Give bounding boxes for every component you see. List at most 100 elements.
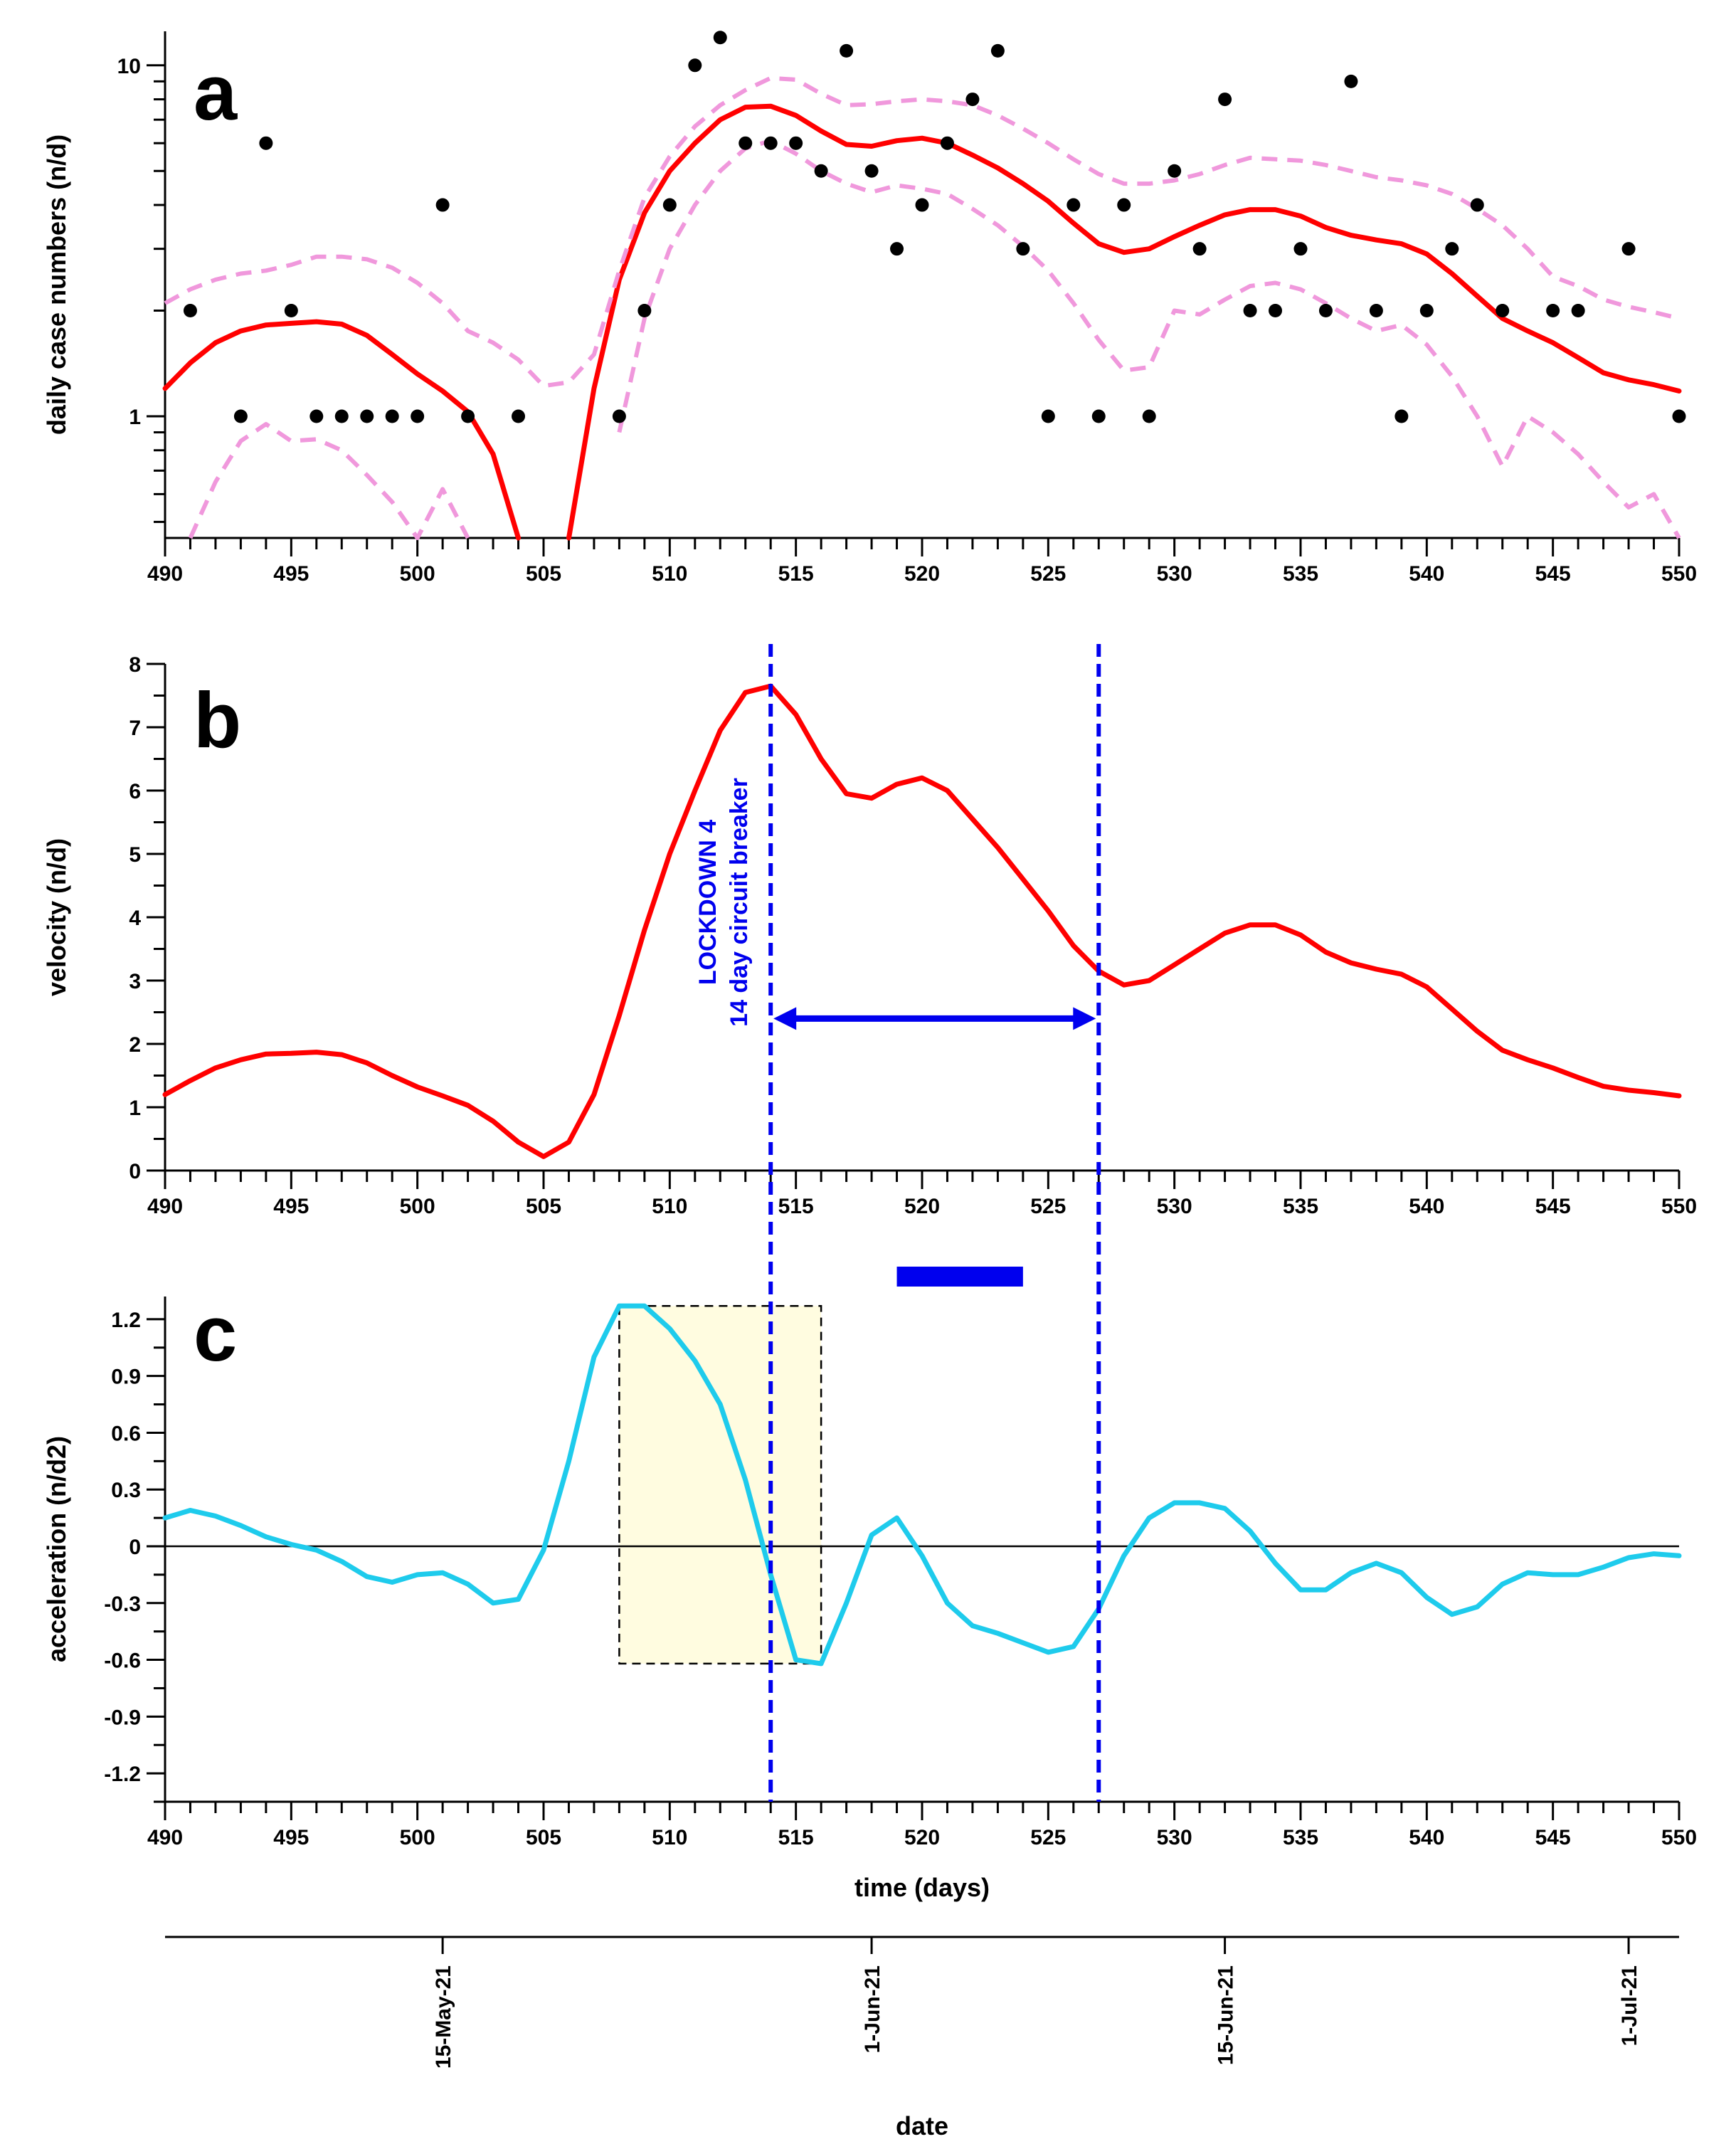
date-axis-tick-label: 15-May-21 xyxy=(432,1965,455,2069)
panel-a-data-point xyxy=(1243,304,1257,318)
panel-c-y-tick-label: -0.9 xyxy=(104,1706,141,1729)
panel-c-x-tick-label: 495 xyxy=(273,1826,309,1849)
panel-c-x-tick-label: 550 xyxy=(1661,1826,1697,1849)
panel-c-y-tick-label: 0.3 xyxy=(111,1479,141,1502)
panel-a-series-lower-bound xyxy=(188,138,1681,540)
panel-b-duration-arrow-right-head xyxy=(1073,1007,1096,1030)
panel-a-series-smoothed xyxy=(162,103,1682,541)
panel-a-data-point xyxy=(940,136,954,150)
panel-a-data-point xyxy=(1192,242,1207,256)
panel-a-data-point xyxy=(1142,409,1156,423)
panel-b-y-tick-label: 4 xyxy=(129,907,141,930)
panel-a-y-axis-label: daily case numbers (n/d) xyxy=(42,134,71,435)
panel-a-data-point xyxy=(334,409,349,423)
panel-a-data-point xyxy=(435,198,450,212)
panel-c-x-tick-label: 545 xyxy=(1535,1826,1571,1849)
panel-a-x-tick-label: 505 xyxy=(526,562,561,586)
panel-c-series-acceleration xyxy=(162,1303,1682,1667)
panel-a-x-tick-label: 500 xyxy=(400,562,435,586)
panel-a-data-point xyxy=(411,409,425,423)
panel-c-x-tick-label: 505 xyxy=(526,1826,561,1849)
panel-a-data-point xyxy=(1470,198,1484,212)
panel-a-data-point xyxy=(739,136,753,150)
panel-a-data-point xyxy=(284,304,298,318)
date-axis-tick-label: 1-Jun-21 xyxy=(861,1965,884,2053)
panel-a-data-point xyxy=(233,409,248,423)
panel-c-x-tick-label: 540 xyxy=(1409,1826,1444,1849)
panel-a-data-point xyxy=(1041,409,1055,423)
panel-b-x-tick-label: 505 xyxy=(526,1195,561,1218)
panel-a-data-point xyxy=(662,198,677,212)
panel-a-data-point xyxy=(1269,304,1283,318)
panel-b-chart: 0 1 2 3 4 5 6 7 8 490 495 500 505 510 515 520 525 530 535 5… xyxy=(42,653,1697,1218)
panel-a-series-upper-bound xyxy=(164,75,1680,389)
panel-a-data-point xyxy=(1419,304,1434,318)
panel-a-x-tick-label: 515 xyxy=(778,562,814,586)
panel-a-data-point xyxy=(1318,304,1333,318)
panel-c-y-tick-label: 1.2 xyxy=(111,1309,141,1332)
panel-a-data-point xyxy=(612,409,626,423)
panel-a-data-point xyxy=(1571,304,1585,318)
panel-b-x-tick-label: 490 xyxy=(147,1195,183,1218)
panel-a-x-tick-label: 535 xyxy=(1283,562,1318,586)
panel-c-y-tick-label: -1.2 xyxy=(104,1763,141,1786)
panel-b-y-tick-label: 8 xyxy=(129,653,141,677)
panel-c-y-tick-label: -0.3 xyxy=(104,1593,141,1616)
panel-a-data-point xyxy=(1168,164,1182,178)
panel-b-x-tick-label: 540 xyxy=(1409,1195,1444,1218)
panel-b-x-tick-label: 550 xyxy=(1661,1195,1697,1218)
panel-a-data-point xyxy=(259,136,273,150)
date-axis-tick-label: 15-Jun-21 xyxy=(1214,1965,1238,2065)
panel-b-series-velocity xyxy=(162,683,1682,1159)
panel-a-data-point xyxy=(461,409,475,423)
panel-b-label: b xyxy=(194,677,241,764)
panel-a-data-point xyxy=(814,164,828,178)
panel-a-data-point xyxy=(637,304,652,318)
panel-a-x-tick-label: 495 xyxy=(273,562,309,586)
panel-b-x-tick-label: 495 xyxy=(273,1195,309,1218)
panel-a-data-point xyxy=(1293,242,1308,256)
panel-b-y-tick-label: 3 xyxy=(129,970,141,993)
panel-b-y-tick-label: 2 xyxy=(129,1033,141,1057)
date-axis: 15-May-21 1-Jun-21 15-Jun-21 1-Jul-21 date xyxy=(165,1936,1679,2140)
panel-a-data-point xyxy=(890,242,904,256)
panel-a-data-point xyxy=(1445,242,1459,256)
lockdown-annotation-line2: 14 day circuit breaker xyxy=(726,778,753,1027)
panel-b-x-tick-label: 535 xyxy=(1283,1195,1318,1218)
panel-a-data-point xyxy=(713,31,727,45)
panel-a-data-point xyxy=(309,409,324,423)
panel-c-x-tick-label: 510 xyxy=(652,1826,687,1849)
panel-a-x-tick-label: 540 xyxy=(1409,562,1444,586)
panel-c-x-tick-label: 500 xyxy=(400,1826,435,1849)
panel-a-x-tick-label: 545 xyxy=(1535,562,1571,586)
panel-a-data-point xyxy=(1091,409,1106,423)
panel-b-y-tick-label: 0 xyxy=(129,1160,141,1183)
panel-a-data-point xyxy=(385,409,399,423)
panel-a-data-point xyxy=(1016,242,1030,256)
panel-c-x-tick-label: 530 xyxy=(1157,1826,1192,1849)
panel-a-data-point xyxy=(915,198,929,212)
panel-a-data-point xyxy=(688,58,702,73)
panel-c-x-axis-label: time (days) xyxy=(854,1873,990,1902)
date-axis-label: date xyxy=(896,2111,948,2140)
panel-c-y-axis-label: acceleration (n/d2) xyxy=(42,1436,71,1662)
panel-c-highlight-box xyxy=(618,1305,822,1665)
panel-a-x-tick-label: 530 xyxy=(1157,562,1192,586)
panel-b-x-tick-label: 545 xyxy=(1535,1195,1571,1218)
panel-a-data-point xyxy=(763,136,778,150)
panel-a-data-point xyxy=(1218,93,1232,107)
panel-c-y-tick-label: 0.6 xyxy=(111,1422,141,1445)
panel-b-y-axis-label: velocity (n/d) xyxy=(42,838,71,996)
panel-c-bar-marker xyxy=(896,1267,1023,1287)
panel-b-x-tick-label: 500 xyxy=(400,1195,435,1218)
panel-c-x-tick-label: 490 xyxy=(147,1826,183,1849)
panel-a-chart: 1 10 490 495 500 505 510 515 520 525 530 535 540 545 5… xyxy=(42,31,1697,586)
panel-b-y-tick-label: 6 xyxy=(129,780,141,803)
panel-a-data-point xyxy=(360,409,374,423)
panel-b-x-tick-label: 510 xyxy=(652,1195,687,1218)
panel-a-data-point xyxy=(1369,304,1383,318)
date-axis-tick-label: 1-Jul-21 xyxy=(1618,1965,1641,2046)
panel-b-x-tick-label: 525 xyxy=(1030,1195,1066,1218)
